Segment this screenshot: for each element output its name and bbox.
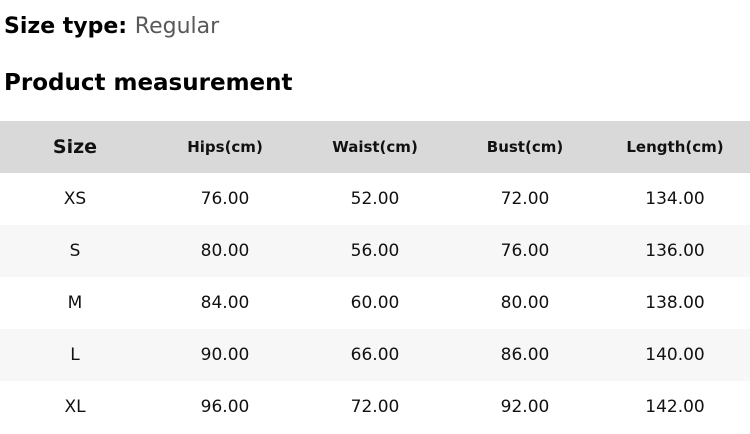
cell-hips: 80.00 bbox=[150, 224, 300, 277]
column-header-waist: Waist(cm) bbox=[300, 120, 450, 173]
cell-hips: 90.00 bbox=[150, 328, 300, 381]
size-type-heading: Size type: Regular bbox=[4, 14, 750, 40]
table-row-l: L 90.00 66.00 86.00 140.00 bbox=[0, 328, 750, 381]
cell-waist: 72.00 bbox=[300, 380, 450, 433]
cell-hips: 84.00 bbox=[150, 276, 300, 329]
table-row-xs: XS 76.00 52.00 72.00 134.00 bbox=[0, 172, 750, 225]
table-header-row: Size Hips(cm) Waist(cm) Bust(cm) Length(… bbox=[0, 120, 750, 173]
size-type-label: Size type: bbox=[4, 14, 128, 39]
cell-size: L bbox=[0, 328, 150, 381]
size-measurement-table: Size Hips(cm) Waist(cm) Bust(cm) Length(… bbox=[0, 120, 750, 433]
column-header-bust: Bust(cm) bbox=[450, 120, 600, 173]
product-measurement-title: Product measurement bbox=[4, 70, 293, 97]
cell-bust: 80.00 bbox=[450, 276, 600, 329]
table-row-m: M 84.00 60.00 80.00 138.00 bbox=[0, 276, 750, 329]
cell-bust: 76.00 bbox=[450, 224, 600, 277]
cell-hips: 96.00 bbox=[150, 380, 300, 433]
cell-waist: 66.00 bbox=[300, 328, 450, 381]
column-header-hips: Hips(cm) bbox=[150, 120, 300, 173]
column-header-size: Size bbox=[0, 120, 150, 173]
cell-size: XS bbox=[0, 172, 150, 225]
cell-length: 138.00 bbox=[600, 276, 750, 329]
cell-size: XL bbox=[0, 380, 150, 433]
cell-bust: 92.00 bbox=[450, 380, 600, 433]
cell-size: M bbox=[0, 276, 150, 329]
size-type-value: Regular bbox=[134, 14, 220, 39]
cell-waist: 60.00 bbox=[300, 276, 450, 329]
cell-length: 136.00 bbox=[600, 224, 750, 277]
table-row-xl: XL 96.00 72.00 92.00 142.00 bbox=[0, 380, 750, 433]
cell-waist: 56.00 bbox=[300, 224, 450, 277]
cell-bust: 86.00 bbox=[450, 328, 600, 381]
cell-length: 142.00 bbox=[600, 380, 750, 433]
cell-hips: 76.00 bbox=[150, 172, 300, 225]
cell-size: S bbox=[0, 224, 150, 277]
table-row-s: S 80.00 56.00 76.00 136.00 bbox=[0, 224, 750, 277]
cell-bust: 72.00 bbox=[450, 172, 600, 225]
cell-length: 140.00 bbox=[600, 328, 750, 381]
cell-length: 134.00 bbox=[600, 172, 750, 225]
cell-waist: 52.00 bbox=[300, 172, 450, 225]
column-header-length: Length(cm) bbox=[600, 120, 750, 173]
